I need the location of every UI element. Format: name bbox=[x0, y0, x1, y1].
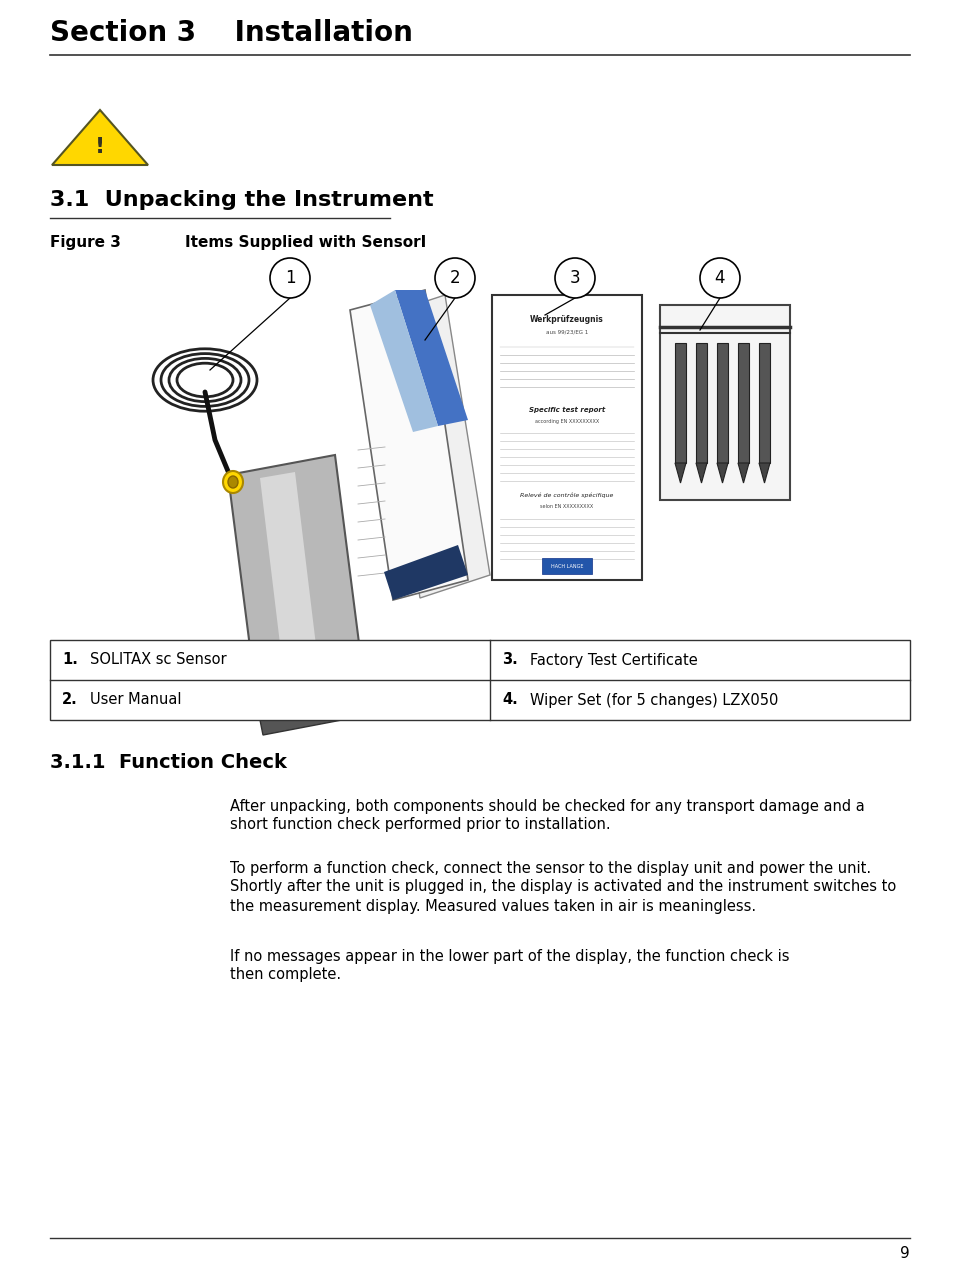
Polygon shape bbox=[260, 472, 322, 702]
Bar bbox=[696, 343, 706, 464]
Polygon shape bbox=[696, 464, 706, 483]
Polygon shape bbox=[395, 290, 468, 425]
Polygon shape bbox=[257, 690, 368, 735]
Polygon shape bbox=[738, 464, 748, 483]
Polygon shape bbox=[375, 295, 490, 598]
Text: To perform a function check, connect the sensor to the display unit and power th: To perform a function check, connect the… bbox=[230, 861, 870, 875]
Text: selon EN XXXXXXXXX: selon EN XXXXXXXXX bbox=[539, 504, 593, 509]
Text: Specific test report: Specific test report bbox=[528, 406, 604, 413]
Polygon shape bbox=[384, 545, 468, 599]
Text: 2.: 2. bbox=[62, 692, 77, 707]
Polygon shape bbox=[759, 464, 769, 483]
Text: !: ! bbox=[95, 137, 105, 157]
Polygon shape bbox=[52, 110, 148, 165]
Text: HACH LANGE: HACH LANGE bbox=[550, 564, 582, 569]
Circle shape bbox=[270, 258, 310, 298]
Text: 1.: 1. bbox=[62, 653, 78, 668]
Text: 9: 9 bbox=[900, 1246, 909, 1261]
Bar bbox=[659, 305, 789, 500]
Text: Relevé de contrôle spécifique: Relevé de contrôle spécifique bbox=[519, 493, 613, 498]
Circle shape bbox=[555, 258, 595, 298]
Text: 3.1  Unpacking the Instrument: 3.1 Unpacking the Instrument bbox=[50, 190, 434, 210]
Polygon shape bbox=[717, 464, 727, 483]
Text: Figure 3: Figure 3 bbox=[50, 235, 121, 249]
Text: Items Supplied with SensorI: Items Supplied with SensorI bbox=[185, 235, 426, 249]
Polygon shape bbox=[228, 455, 365, 710]
Bar bbox=[492, 295, 641, 580]
Text: aus 99/23/EG 1: aus 99/23/EG 1 bbox=[545, 329, 587, 334]
Text: 3.1.1  Function Check: 3.1.1 Function Check bbox=[50, 753, 287, 771]
Text: Section 3    Installation: Section 3 Installation bbox=[50, 19, 413, 47]
Bar bbox=[541, 558, 592, 574]
Circle shape bbox=[700, 258, 740, 298]
Text: Factory Test Certificate: Factory Test Certificate bbox=[530, 653, 697, 668]
Text: 3.: 3. bbox=[501, 653, 517, 668]
Text: SOLITAX sc Sensor: SOLITAX sc Sensor bbox=[90, 653, 227, 668]
Text: the measurement display. Measured values taken in air is meaningless.: the measurement display. Measured values… bbox=[230, 898, 756, 913]
Bar bbox=[738, 343, 748, 464]
Bar bbox=[759, 343, 769, 464]
Text: 3: 3 bbox=[569, 269, 579, 287]
Ellipse shape bbox=[289, 641, 311, 659]
Text: then complete.: then complete. bbox=[230, 968, 341, 983]
Bar bbox=[717, 343, 727, 464]
Text: Shortly after the unit is plugged in, the display is activated and the instrumen: Shortly after the unit is plugged in, th… bbox=[230, 880, 895, 894]
Polygon shape bbox=[350, 290, 468, 599]
Polygon shape bbox=[370, 290, 437, 432]
Text: short function check performed prior to installation.: short function check performed prior to … bbox=[230, 818, 610, 833]
Text: User Manual: User Manual bbox=[90, 692, 181, 707]
Circle shape bbox=[435, 258, 475, 298]
Polygon shape bbox=[675, 464, 685, 483]
Text: according EN XXXXXXXXX: according EN XXXXXXXXX bbox=[535, 419, 598, 423]
Text: Werkprüfzeugnis: Werkprüfzeugnis bbox=[530, 315, 603, 325]
Text: 2: 2 bbox=[449, 269, 460, 287]
Text: If no messages appear in the lower part of the display, the function check is: If no messages appear in the lower part … bbox=[230, 949, 789, 964]
Text: Wiper Set (for 5 changes) LZX050: Wiper Set (for 5 changes) LZX050 bbox=[530, 692, 778, 707]
Ellipse shape bbox=[228, 476, 237, 488]
Bar bbox=[50, 640, 909, 720]
Text: 4.: 4. bbox=[501, 692, 517, 707]
Text: 4: 4 bbox=[714, 269, 724, 287]
Bar bbox=[675, 343, 685, 464]
Ellipse shape bbox=[223, 471, 243, 493]
Text: After unpacking, both components should be checked for any transport damage and : After unpacking, both components should … bbox=[230, 799, 863, 814]
Text: 1: 1 bbox=[284, 269, 295, 287]
